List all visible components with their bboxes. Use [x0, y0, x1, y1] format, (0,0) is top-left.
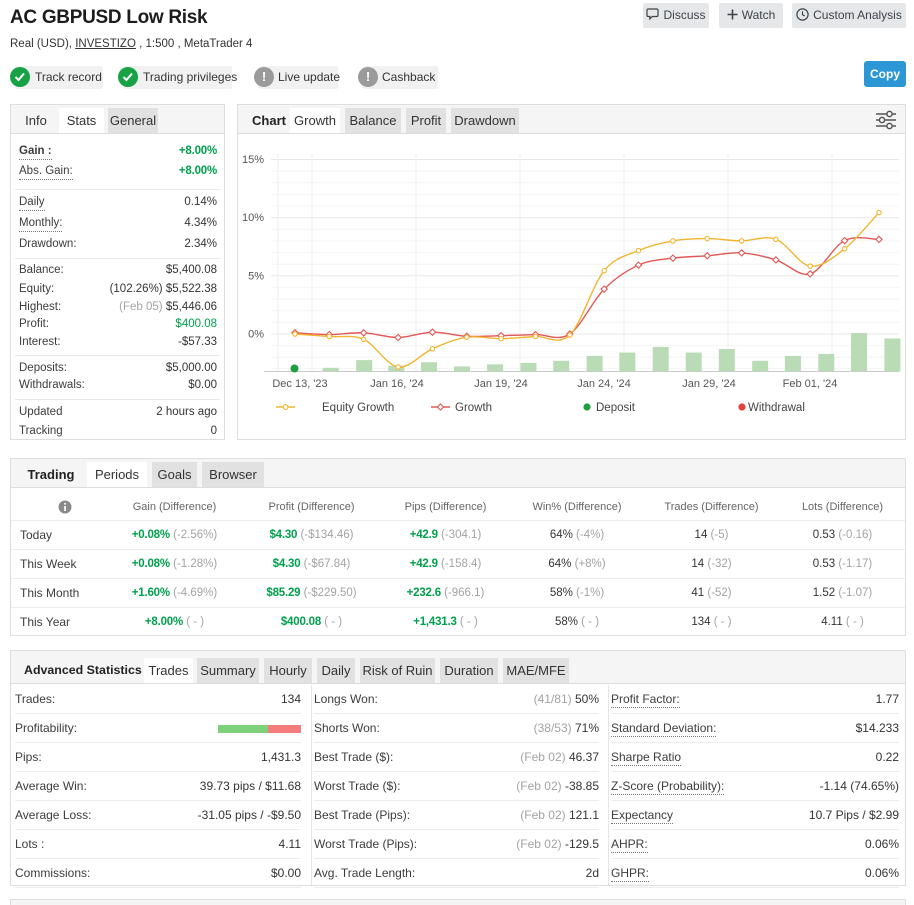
svg-text:15%: 15%	[242, 154, 264, 166]
svg-text:10%: 10%	[242, 212, 264, 224]
svg-text:5%: 5%	[248, 270, 264, 282]
svg-text:Equity Growth: Equity Growth	[322, 402, 394, 414]
svg-text:Feb 01, '24: Feb 01, '24	[783, 378, 838, 390]
svg-text:Withdrawal: Withdrawal	[748, 402, 805, 414]
svg-text:0%: 0%	[248, 329, 264, 341]
svg-text:Jan 19, '24: Jan 19, '24	[474, 378, 527, 390]
svg-text:Deposit: Deposit	[596, 402, 636, 414]
svg-text:Jan 16, '24: Jan 16, '24	[370, 378, 423, 390]
svg-text:Jan 24, '24: Jan 24, '24	[577, 378, 630, 390]
svg-text:Jan 29, '24: Jan 29, '24	[682, 378, 735, 390]
svg-text:Dec 13, '23: Dec 13, '23	[272, 378, 327, 390]
svg-text:Growth: Growth	[455, 402, 492, 414]
